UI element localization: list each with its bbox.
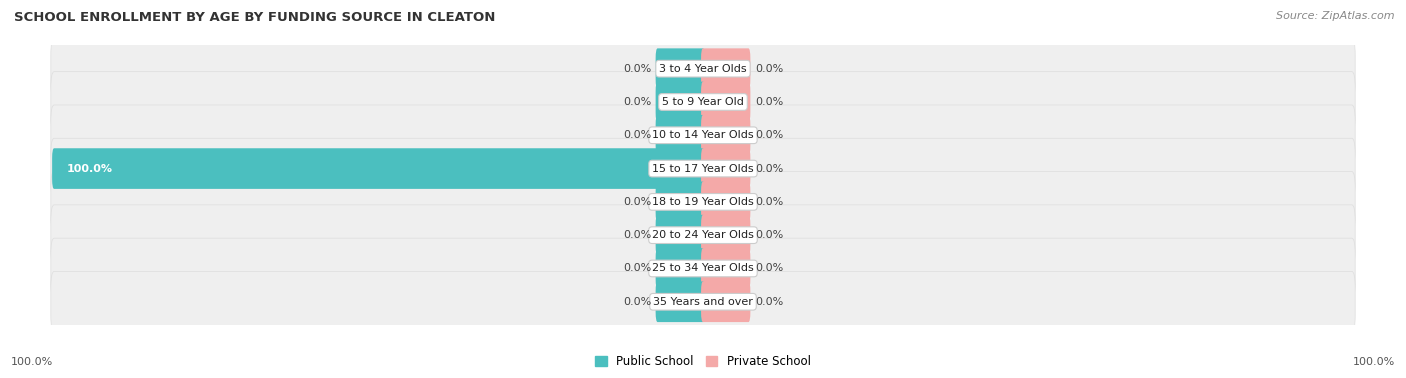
FancyBboxPatch shape: [51, 238, 1355, 299]
FancyBboxPatch shape: [655, 48, 704, 89]
Text: 100.0%: 100.0%: [1353, 357, 1395, 367]
FancyBboxPatch shape: [51, 271, 1355, 332]
Text: 20 to 24 Year Olds: 20 to 24 Year Olds: [652, 230, 754, 240]
Text: SCHOOL ENROLLMENT BY AGE BY FUNDING SOURCE IN CLEATON: SCHOOL ENROLLMENT BY AGE BY FUNDING SOUR…: [14, 11, 495, 24]
Text: 15 to 17 Year Olds: 15 to 17 Year Olds: [652, 164, 754, 174]
FancyBboxPatch shape: [702, 215, 751, 256]
FancyBboxPatch shape: [655, 82, 704, 122]
FancyBboxPatch shape: [655, 115, 704, 156]
FancyBboxPatch shape: [655, 282, 704, 322]
FancyBboxPatch shape: [51, 105, 1355, 166]
Text: 0.0%: 0.0%: [623, 197, 651, 207]
FancyBboxPatch shape: [51, 138, 1355, 199]
Text: 35 Years and over: 35 Years and over: [652, 297, 754, 307]
FancyBboxPatch shape: [51, 72, 1355, 132]
FancyBboxPatch shape: [655, 248, 704, 289]
Text: 0.0%: 0.0%: [755, 164, 783, 174]
Text: 0.0%: 0.0%: [755, 230, 783, 240]
FancyBboxPatch shape: [655, 215, 704, 256]
FancyBboxPatch shape: [702, 181, 751, 222]
Text: 0.0%: 0.0%: [755, 64, 783, 74]
FancyBboxPatch shape: [702, 282, 751, 322]
FancyBboxPatch shape: [51, 39, 1355, 99]
Text: 18 to 19 Year Olds: 18 to 19 Year Olds: [652, 197, 754, 207]
FancyBboxPatch shape: [702, 115, 751, 156]
FancyBboxPatch shape: [52, 148, 704, 189]
Text: Source: ZipAtlas.com: Source: ZipAtlas.com: [1277, 11, 1395, 21]
FancyBboxPatch shape: [51, 172, 1355, 232]
Text: 0.0%: 0.0%: [623, 130, 651, 140]
Text: 0.0%: 0.0%: [755, 197, 783, 207]
Text: 0.0%: 0.0%: [755, 297, 783, 307]
Legend: Public School, Private School: Public School, Private School: [595, 355, 811, 368]
FancyBboxPatch shape: [655, 181, 704, 222]
Text: 0.0%: 0.0%: [623, 297, 651, 307]
FancyBboxPatch shape: [51, 205, 1355, 265]
Text: 3 to 4 Year Olds: 3 to 4 Year Olds: [659, 64, 747, 74]
Text: 0.0%: 0.0%: [623, 97, 651, 107]
Text: 100.0%: 100.0%: [67, 164, 112, 174]
Text: 25 to 34 Year Olds: 25 to 34 Year Olds: [652, 263, 754, 273]
Text: 0.0%: 0.0%: [755, 97, 783, 107]
Text: 5 to 9 Year Old: 5 to 9 Year Old: [662, 97, 744, 107]
Text: 0.0%: 0.0%: [755, 263, 783, 273]
Text: 10 to 14 Year Olds: 10 to 14 Year Olds: [652, 130, 754, 140]
FancyBboxPatch shape: [702, 82, 751, 122]
Text: 0.0%: 0.0%: [623, 263, 651, 273]
Text: 0.0%: 0.0%: [755, 130, 783, 140]
Text: 0.0%: 0.0%: [623, 230, 651, 240]
FancyBboxPatch shape: [702, 148, 751, 189]
Text: 0.0%: 0.0%: [623, 64, 651, 74]
FancyBboxPatch shape: [702, 48, 751, 89]
FancyBboxPatch shape: [702, 248, 751, 289]
Text: 100.0%: 100.0%: [11, 357, 53, 367]
